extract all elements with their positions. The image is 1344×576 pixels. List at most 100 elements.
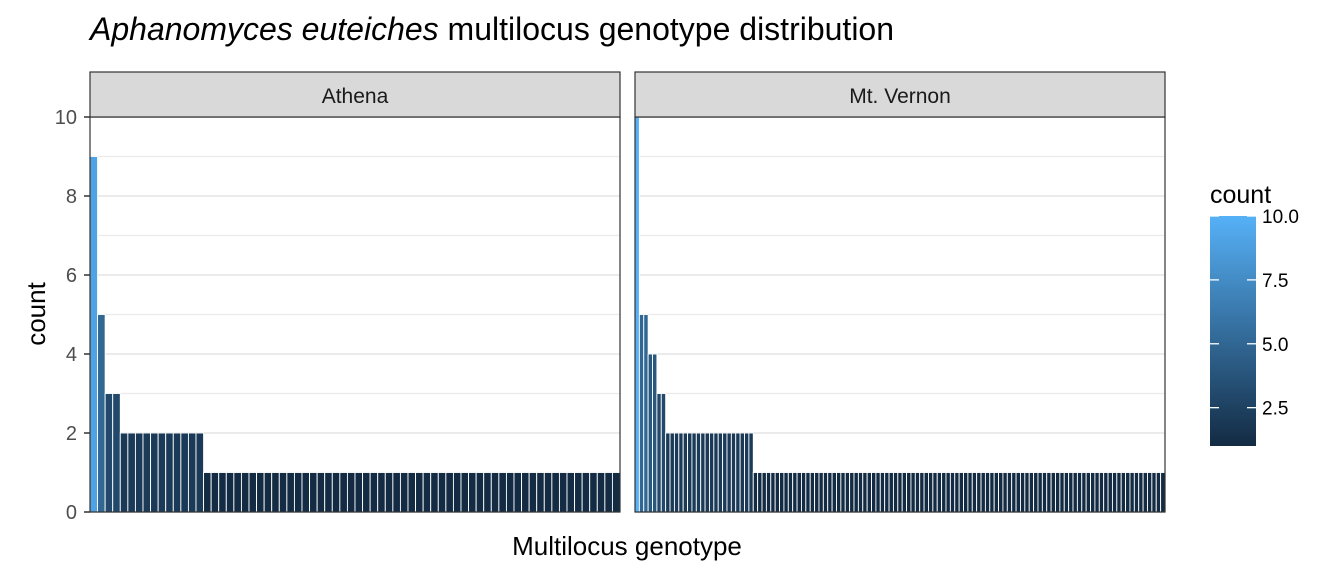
bar [1081,472,1087,513]
bar [89,156,99,513]
bar [871,472,877,513]
bar [739,432,745,513]
bar [377,472,386,513]
bar [225,472,235,513]
bar [928,472,934,513]
bar [717,432,724,513]
bar [1015,472,1021,513]
bar [468,472,477,513]
bar [906,472,912,513]
bar [1155,472,1162,513]
bar [638,314,645,513]
bar [1063,472,1070,513]
bar [1147,472,1153,513]
bar [460,472,470,513]
bar [536,472,545,513]
bar [809,472,816,513]
bar [722,432,728,513]
bar [369,472,379,513]
bar [945,472,951,513]
bar [910,472,916,513]
bar [1160,472,1166,513]
bar [528,472,538,513]
bar [954,472,960,513]
bar [604,472,613,513]
panels-layer: Athena Mt. Vernon [89,71,1166,513]
bar [783,472,789,513]
bar [490,472,500,513]
bar [1103,472,1109,513]
bar [309,472,318,513]
bar [678,432,684,513]
legend-tick-label: 5.0 [1262,335,1288,356]
bar [1006,472,1013,513]
chart-title-italic: Aphanomyces euteiches [88,11,439,47]
bar [1037,472,1043,513]
bar [993,472,1000,513]
bar [1120,472,1127,513]
bar [1133,472,1140,513]
bar [800,472,807,513]
chart-title-rest: multilocus genotype distribution [439,11,894,47]
bar [919,472,925,513]
bar [774,472,780,513]
bar [888,472,894,513]
bar [1107,472,1113,513]
bar [331,472,341,513]
bar [589,472,598,513]
bar [726,432,732,513]
bar [1138,472,1144,513]
bar [892,472,899,513]
bar [923,472,929,513]
bar [998,472,1004,513]
bar [521,472,530,513]
bar [1116,472,1122,513]
bar [932,472,938,513]
bar [301,472,311,513]
y-axis-title: count [21,281,51,345]
bar [875,472,881,513]
bar [596,472,606,513]
bar [792,472,798,513]
bar [980,472,986,513]
bar [551,472,560,513]
bar [1094,472,1100,513]
bar [1142,472,1148,513]
bar [682,432,689,513]
bar [278,472,288,513]
facet-strip-label: Athena [322,85,389,108]
bar [660,393,667,513]
bar [104,393,114,513]
bar [112,393,121,513]
bar [445,472,454,513]
bar [704,432,710,513]
bar [844,472,851,513]
facet-strip [89,71,621,118]
bar [958,472,964,513]
bar [652,353,658,513]
bar [757,472,763,513]
bar [558,472,568,513]
bar [1072,472,1078,513]
bar [866,472,872,513]
bar [691,432,697,513]
bar [827,472,833,513]
bar [581,472,591,513]
bar [452,472,462,513]
bar [1068,472,1074,513]
facet-strip-label: Mt. Vernon [849,85,951,108]
bar [976,472,982,513]
y-tick-label: 10 [55,107,77,129]
bar [97,314,106,513]
bar [901,472,908,513]
bar [293,472,303,513]
y-tick-label: 2 [66,423,77,445]
bar [862,472,868,513]
bar [180,432,189,513]
panel-athena: Athena [89,71,621,513]
bar [814,472,820,513]
bar [673,432,680,513]
bar [316,472,326,513]
bar [203,472,212,513]
